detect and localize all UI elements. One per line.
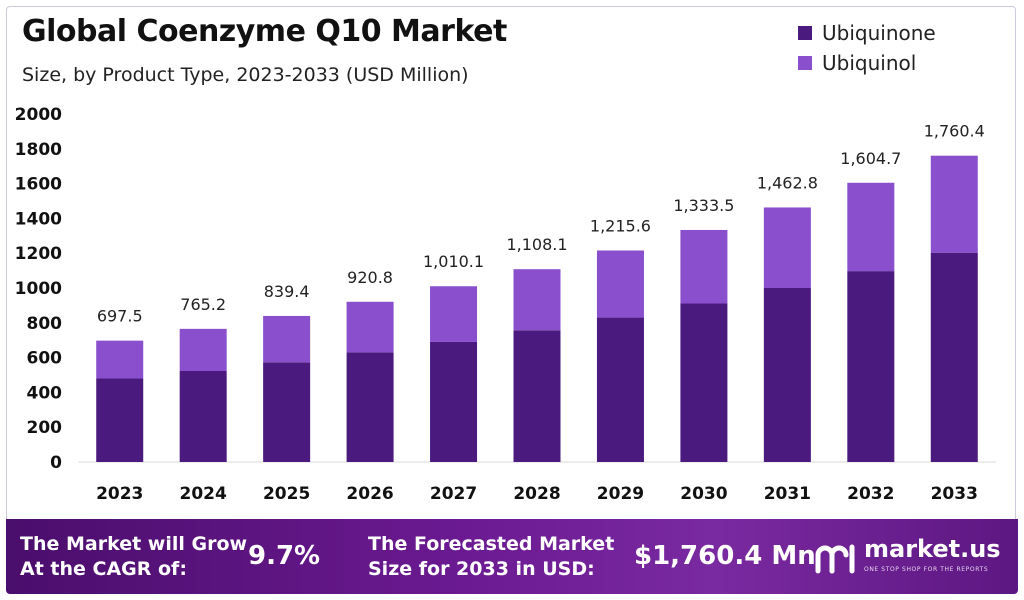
x-tick-label-2033: 2033 bbox=[931, 484, 978, 504]
bar-ubiquinol-2025 bbox=[263, 315, 311, 363]
bar-ubiquinone-2032 bbox=[847, 271, 895, 462]
y-tick-label: 800 bbox=[27, 314, 63, 334]
x-tick-label-2027: 2027 bbox=[430, 484, 477, 504]
x-tick-label-2032: 2032 bbox=[847, 484, 894, 504]
x-tick-label-2025: 2025 bbox=[263, 484, 310, 504]
total-label-2033: 1,760.4 bbox=[924, 122, 985, 141]
y-tick-label: 1200 bbox=[15, 244, 62, 264]
bar-ubiquinone-2030 bbox=[680, 303, 728, 462]
bar-ubiquinone-2033 bbox=[930, 252, 978, 462]
bar-ubiquinol-2026 bbox=[346, 301, 394, 353]
bar-ubiquinol-2030 bbox=[680, 229, 728, 304]
x-tick-label-2024: 2024 bbox=[180, 484, 227, 504]
forecast-label-line2: Size for 2033 in USD: bbox=[368, 558, 595, 580]
x-tick-label-2030: 2030 bbox=[680, 484, 727, 504]
bar-ubiquinol-2024 bbox=[179, 328, 227, 371]
legend-item-ubiquinol: Ubiquinol bbox=[798, 48, 936, 78]
y-tick-label: 2000 bbox=[15, 105, 62, 125]
y-tick-label: 0 bbox=[50, 453, 62, 473]
legend-swatch-ubiquinone bbox=[798, 26, 812, 40]
bar-ubiquinone-2028 bbox=[513, 330, 561, 462]
bar-ubiquinone-2024 bbox=[179, 370, 227, 462]
y-tick-label: 1000 bbox=[15, 279, 62, 299]
legend-swatch-ubiquinol bbox=[798, 56, 812, 70]
cagr-label-line2: At the CAGR of: bbox=[20, 558, 187, 580]
bar-ubiquinone-2027 bbox=[430, 341, 478, 462]
total-label-2027: 1,010.1 bbox=[423, 252, 484, 271]
chart-title: Global Coenzyme Q10 Market bbox=[22, 14, 507, 49]
chart-subtitle: Size, by Product Type, 2023-2033 (USD Mi… bbox=[22, 64, 469, 86]
cagr-label: The Market will Grow At the CAGR of: bbox=[20, 532, 247, 582]
bar-ubiquinone-2029 bbox=[596, 317, 644, 462]
legend-item-ubiquinone: Ubiquinone bbox=[798, 18, 936, 48]
brand-tagline: ONE STOP SHOP FOR THE REPORTS bbox=[864, 566, 989, 573]
cagr-label-line1: The Market will Grow bbox=[20, 533, 248, 555]
cagr-value: 9.7% bbox=[248, 541, 321, 571]
x-tick-label-2031: 2031 bbox=[764, 484, 811, 504]
x-tick-label-2029: 2029 bbox=[597, 484, 644, 504]
legend: Ubiquinone Ubiquinol bbox=[798, 18, 936, 78]
forecast-label: The Forecasted Market Size for 2033 in U… bbox=[368, 532, 614, 582]
total-label-2032: 1,604.7 bbox=[840, 149, 901, 168]
brand-name: market.us bbox=[864, 535, 1001, 563]
forecast-label-line1: The Forecasted Market bbox=[368, 533, 615, 555]
total-label-2031: 1,462.8 bbox=[757, 173, 818, 192]
bar-ubiquinol-2028 bbox=[513, 269, 561, 331]
market-us-logo-icon bbox=[814, 541, 856, 579]
bar-ubiquinol-2032 bbox=[847, 182, 895, 272]
bar-chart: 0 200 400 600 800 1000 1200 1400 1600 1800 2000 697… bbox=[15, 105, 996, 504]
x-tick-label-2023: 2023 bbox=[96, 484, 143, 504]
bar-ubiquinone-2023 bbox=[96, 378, 144, 462]
total-label-2026: 920.8 bbox=[347, 268, 393, 287]
bar-ubiquinol-2033 bbox=[930, 155, 978, 253]
y-tick-label: 1800 bbox=[15, 140, 62, 160]
forecast-value: $1,760.4 Mn bbox=[634, 541, 816, 571]
bar-ubiquinol-2029 bbox=[596, 250, 644, 318]
y-tick-label: 1400 bbox=[15, 209, 62, 229]
bar-ubiquinol-2031 bbox=[763, 207, 811, 288]
total-label-2025: 839.4 bbox=[264, 282, 310, 301]
footer-banner: The Market will Grow At the CAGR of: 9.7… bbox=[6, 519, 1018, 594]
total-label-2028: 1,108.1 bbox=[506, 235, 567, 254]
total-label-2024: 765.2 bbox=[180, 295, 226, 314]
bar-ubiquinone-2026 bbox=[346, 352, 394, 462]
legend-label-ubiquinone: Ubiquinone bbox=[822, 21, 936, 45]
x-tick-label-2026: 2026 bbox=[346, 484, 393, 504]
legend-label-ubiquinol: Ubiquinol bbox=[822, 51, 917, 75]
bar-ubiquinol-2027 bbox=[430, 286, 478, 342]
y-tick-label: 400 bbox=[27, 383, 63, 403]
total-label-2023: 697.5 bbox=[97, 307, 143, 326]
total-label-2030: 1,333.5 bbox=[673, 196, 734, 215]
y-tick-label: 600 bbox=[27, 349, 63, 369]
bar-ubiquinone-2025 bbox=[263, 362, 311, 462]
bar-ubiquinol-2023 bbox=[96, 340, 144, 379]
y-tick-label: 200 bbox=[27, 418, 63, 438]
x-tick-label-2028: 2028 bbox=[513, 484, 560, 504]
y-tick-label: 1600 bbox=[15, 175, 62, 195]
bar-ubiquinone-2031 bbox=[763, 288, 811, 462]
total-label-2029: 1,215.6 bbox=[590, 216, 651, 235]
